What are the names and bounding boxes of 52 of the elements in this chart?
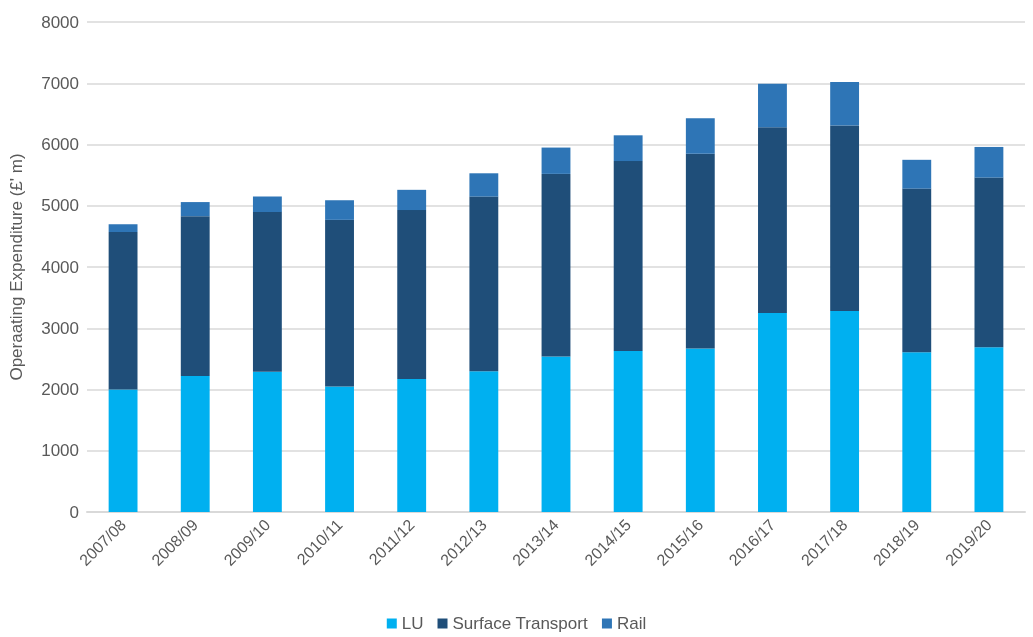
bar bbox=[974, 347, 1004, 512]
bar bbox=[541, 356, 571, 512]
y-tick-label: 3000 bbox=[41, 318, 79, 338]
bar bbox=[902, 352, 932, 512]
bar bbox=[108, 389, 138, 512]
bar bbox=[325, 200, 354, 220]
bar bbox=[685, 153, 715, 349]
bar bbox=[397, 379, 427, 512]
bar bbox=[325, 219, 354, 387]
legend-label: Surface Transport bbox=[452, 614, 588, 633]
bar bbox=[180, 216, 210, 377]
bar bbox=[325, 386, 354, 512]
bar bbox=[902, 159, 932, 189]
bar bbox=[613, 161, 643, 351]
bar bbox=[758, 127, 787, 313]
bar bbox=[902, 188, 932, 353]
bar bbox=[108, 232, 138, 390]
bar bbox=[685, 348, 715, 512]
y-tick-label: 4000 bbox=[41, 257, 79, 277]
bar bbox=[252, 211, 282, 372]
bar bbox=[613, 350, 643, 512]
y-tick-label: 2000 bbox=[41, 380, 79, 399]
bar bbox=[180, 376, 210, 512]
y-axis-title: Operaating Expenditure (£' m) bbox=[7, 153, 26, 381]
bar bbox=[469, 371, 499, 512]
bar bbox=[469, 173, 499, 197]
y-tick-label: 8000 bbox=[41, 12, 79, 32]
bar bbox=[397, 210, 427, 380]
bar bbox=[830, 82, 860, 126]
bar bbox=[541, 173, 571, 357]
bar bbox=[252, 371, 282, 512]
y-tick-label: 7000 bbox=[41, 73, 79, 93]
bar bbox=[180, 202, 210, 217]
bar bbox=[613, 135, 643, 162]
bar bbox=[108, 224, 138, 233]
y-tick-label: 0 bbox=[69, 502, 79, 522]
bar bbox=[685, 118, 715, 154]
legend-label: LU bbox=[401, 614, 424, 633]
bar bbox=[974, 146, 1004, 178]
bar bbox=[397, 189, 427, 211]
legend-label: Rail bbox=[616, 614, 647, 633]
bar bbox=[469, 196, 499, 372]
bar bbox=[830, 125, 860, 312]
bar bbox=[252, 196, 282, 212]
y-tick-label: 6000 bbox=[41, 135, 79, 154]
bar bbox=[758, 83, 787, 128]
y-tick-label: 5000 bbox=[41, 196, 79, 216]
bar bbox=[758, 312, 787, 512]
bar bbox=[830, 311, 860, 512]
bar bbox=[541, 147, 571, 174]
y-tick-label: 1000 bbox=[41, 441, 79, 461]
bar bbox=[974, 177, 1004, 348]
